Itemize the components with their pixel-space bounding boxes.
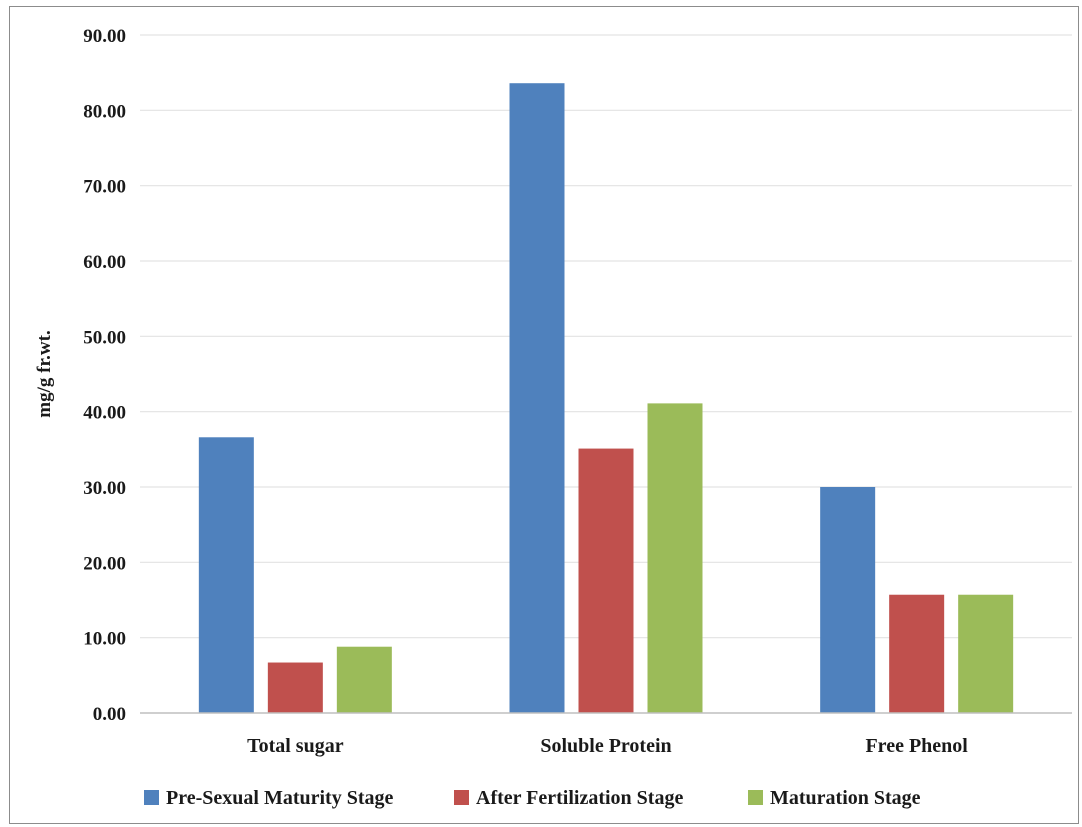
bar-free-phenol-series-2 [889,594,945,713]
legend-label: Pre-Sexual Maturity Stage [166,787,393,809]
bars [198,83,1014,714]
bar-free-phenol-series-3 [958,594,1014,713]
x-category-label: Soluble Protein [540,735,671,757]
bar-total-sugar-series-1 [198,437,254,713]
bar-soluble-protein-series-2 [578,448,634,713]
legend-swatch [144,790,159,805]
y-tick-label: 50.00 [83,327,126,348]
y-tick-label: 80.00 [83,101,126,122]
y-tick-label: 20.00 [83,553,126,574]
y-tick-label: 90.00 [83,26,126,47]
bar-chart: 0.00 10.00 20.00 30.00 40.00 50.00 60.00 70.00 8… [34,26,1072,809]
y-tick-label: 40.00 [83,403,126,424]
legend-swatch [454,790,469,805]
y-tick-label: 30.00 [83,478,126,499]
y-axis-title: mg/g fr.wt. [34,330,55,417]
x-category-label: Free Phenol [865,735,968,757]
bar-soluble-protein-series-1 [509,83,565,714]
legend: Pre-Sexual Maturity Stage After Fertiliza… [144,787,921,809]
gridlines [140,34,1072,639]
legend-label: Maturation Stage [770,787,921,809]
y-tick-label: 10.00 [83,629,126,650]
chart-frame: 0.00 10.00 20.00 30.00 40.00 50.00 60.00 70.00 8… [9,6,1079,824]
bar-free-phenol-series-1 [820,487,876,713]
x-axis-category-labels: Total sugar Soluble Protein Free Phenol [247,735,968,757]
y-tick-label: 0.00 [93,704,126,725]
y-axis-tick-labels: 0.00 10.00 20.00 30.00 40.00 50.00 60.00 70.00 8… [83,26,126,725]
legend-label: After Fertilization Stage [476,787,683,809]
bar-total-sugar-series-2 [267,662,323,713]
legend-swatch [748,790,763,805]
y-tick-label: 60.00 [83,252,126,273]
bar-total-sugar-series-3 [336,646,392,713]
bar-soluble-protein-series-3 [647,403,703,713]
y-tick-label: 70.00 [83,177,126,198]
x-category-label: Total sugar [247,735,344,757]
